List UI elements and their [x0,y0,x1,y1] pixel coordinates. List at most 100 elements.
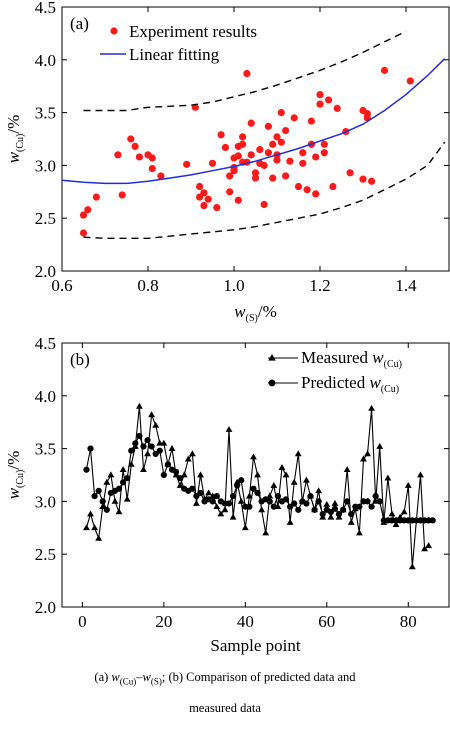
measured-marker [417,471,424,478]
experiment-point [221,143,229,152]
y-axis-label: w(Cu)/% [4,115,26,164]
x-tick-label: 80 [400,612,417,631]
caption-var: w [142,670,151,684]
measured-marker [355,529,363,536]
measured-marker [368,404,376,411]
y-tick-label: 2.5 [35,209,56,228]
measured-marker [408,563,416,570]
predicted-marker [164,461,172,468]
measured-marker [99,503,107,510]
measured-marker [282,471,290,478]
plot-frame [61,6,450,272]
predicted-marker [177,475,184,482]
x-tick-label: 1.0 [223,276,244,295]
predicted-marker [295,506,302,513]
panel-b-chart: 0 20 40 60 80 2.0 2.5 3.0 3.5 4.0 4.5 w(Cu)/% (b) Sam… [4,334,450,655]
predicted-marker [282,496,290,503]
measured-marker [115,508,123,515]
measured-marker [197,471,204,478]
caption-part: ; (b) Comparison of predicted data and [161,670,356,684]
y-axis-label: w(Cu)/% [4,451,26,500]
legend-label: Measured w(Cu) [301,348,402,370]
experiment-point [303,186,311,194]
measured-marker [262,529,270,536]
x-tick-label: 1.2 [309,276,330,295]
experiment-point [286,157,294,165]
measured-marker [343,466,351,473]
experiment-point [251,174,260,182]
y-tick-label: 3.5 [35,104,56,123]
predicted-marker [83,466,90,473]
experiment-point [277,138,285,146]
x-tick-label: 40 [237,612,254,631]
measured-marker [360,455,367,462]
predicted-marker [103,506,110,513]
measured-marker [87,510,94,517]
predicted-marker [250,485,257,492]
measured-marker [91,524,99,531]
x-axis-label: w(S)/% [234,302,276,324]
x-tick-label: 0 [78,612,87,631]
measured-marker [168,445,176,451]
experiment-point [84,206,92,214]
measured-marker [315,487,323,494]
measured-marker [135,402,143,409]
experiment-point [316,91,324,99]
measured-marker [188,450,196,457]
measured-marker [237,497,245,504]
measured-line [85,406,429,567]
experiment-point [290,114,298,122]
measured-marker [119,466,127,473]
experiment-point [243,69,251,78]
x-tick-label: 20 [155,612,172,631]
predicted-marker [128,447,135,454]
measured-marker [160,439,168,446]
experiment-point [204,195,212,203]
y-tick-label: 4.5 [35,334,56,353]
y-tick-label: 3.0 [35,492,56,511]
experiment-point [325,96,333,104]
experiment-point [320,149,328,157]
panel-a-chart: 0.6 0.8 1.0 1.2 1.4 2.0 2.5 3.0 3.5 4.0 4.5 w(Cu)/%… [4,0,450,324]
experiment-point [282,126,290,135]
measured-marker [221,506,229,513]
experiment-point [234,196,242,204]
experiment-point [114,151,122,159]
predicted-marker [266,498,273,505]
experiment-point [359,175,367,183]
predicted-marker [331,505,339,512]
experiment-point [380,66,389,74]
experiment-point [230,167,238,175]
experiment-point [131,142,139,150]
predicted-marker [124,475,131,482]
predicted-marker [372,493,379,500]
experiment-point [329,182,337,191]
experiment-point [208,159,217,167]
measured-marker [148,411,156,418]
predicted-marker [87,445,94,452]
measured-marker [404,481,412,488]
predicted-marker [254,489,261,497]
measured-marker [254,471,261,478]
measured-marker [241,524,249,531]
measured-marker [258,506,266,513]
measured-marker [140,466,147,473]
predicted-marker [270,503,277,510]
predicted-marker [274,493,282,500]
measured-marker [347,518,355,525]
y-tick-label: 3.5 [35,440,56,459]
measured-marker [123,495,131,502]
y-tick-label: 4.0 [35,387,56,406]
figure-caption-line-1: (a) w(Cu)–w(S); (b) Comparison of predic… [0,670,450,687]
measured-marker [184,455,192,462]
measured-marker [107,471,115,478]
experiment-point [79,229,88,237]
experiment-point [226,172,234,180]
panel-label: (b) [70,350,90,369]
predicted-marker [156,447,163,454]
experiment-point [320,140,328,148]
caption-dash: – [136,670,143,684]
predicted-marker [307,493,314,500]
measured-marker [278,464,286,470]
predicted-marker [319,510,326,518]
